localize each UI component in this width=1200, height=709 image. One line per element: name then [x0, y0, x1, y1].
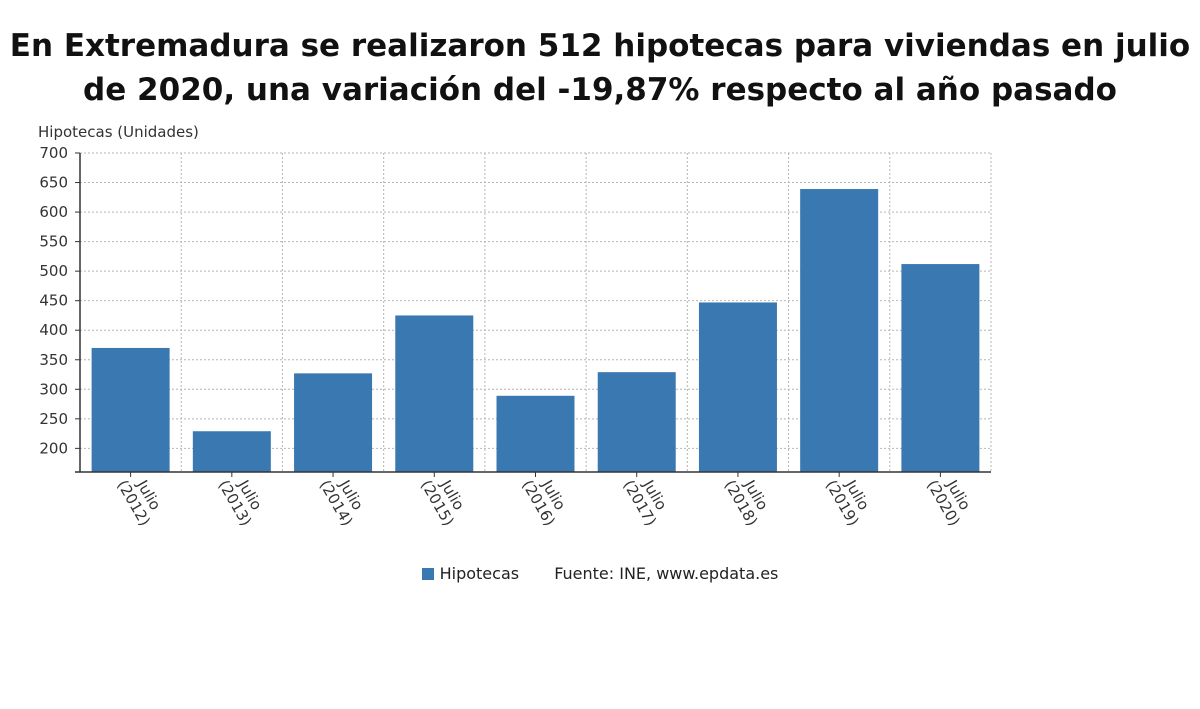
x-tick-label: Julio(2020) [923, 468, 978, 529]
bar-2014 [294, 373, 373, 472]
x-tick-label: Julio(2013) [215, 468, 270, 529]
chart-title-line-2: de 2020, una variación del -19,87% respe… [83, 72, 1117, 108]
y-tick-label: 400 [39, 321, 68, 339]
bar-2019 [800, 189, 879, 472]
chart-title: En Extremadura se realizaron 512 hipotec… [0, 24, 1200, 112]
bar-2017 [597, 372, 676, 472]
bar-2013 [192, 431, 271, 472]
bar-2015 [395, 315, 474, 472]
bar-2018 [698, 302, 777, 472]
y-tick-label: 500 [39, 262, 68, 280]
bar-2020 [901, 264, 980, 472]
y-tick-label: 450 [39, 292, 68, 310]
bars-layer [91, 189, 980, 472]
y-tick-label: 650 [39, 174, 68, 192]
y-tick-label: 350 [39, 351, 68, 369]
chart-title-line-1: En Extremadura se realizaron 512 hipotec… [9, 28, 1191, 64]
y-axis-title: Hipotecas (Unidades) [38, 123, 199, 141]
legend-label: Hipotecas [439, 564, 520, 583]
legend: Hipotecas Fuente: INE, www.epdata.es [0, 563, 1200, 583]
x-tick-label: Julio(2014) [316, 468, 371, 529]
y-tick-label: 200 [39, 439, 68, 457]
x-tick-label: Julio(2016) [518, 468, 573, 529]
legend-swatch [421, 567, 434, 580]
x-tick-label: Julio(2012) [113, 468, 168, 529]
bar-2012 [91, 347, 170, 472]
y-tick-label: 300 [39, 380, 68, 398]
x-tick-label: Julio(2015) [417, 468, 472, 529]
legend-item-hipotecas[interactable]: Hipotecas [421, 564, 520, 583]
y-tick-label: 700 [39, 144, 68, 162]
x-tick-label: Julio(2019) [822, 468, 877, 529]
x-tick-label: Julio(2017) [620, 468, 675, 529]
bar-2016 [496, 395, 575, 472]
y-tick-label: 550 [39, 233, 68, 251]
source-note: Fuente: INE, www.epdata.es [554, 564, 779, 583]
x-tick-label: Julio(2018) [721, 468, 776, 529]
y-tick-label: 250 [39, 410, 68, 428]
y-tick-label: 600 [39, 203, 68, 221]
